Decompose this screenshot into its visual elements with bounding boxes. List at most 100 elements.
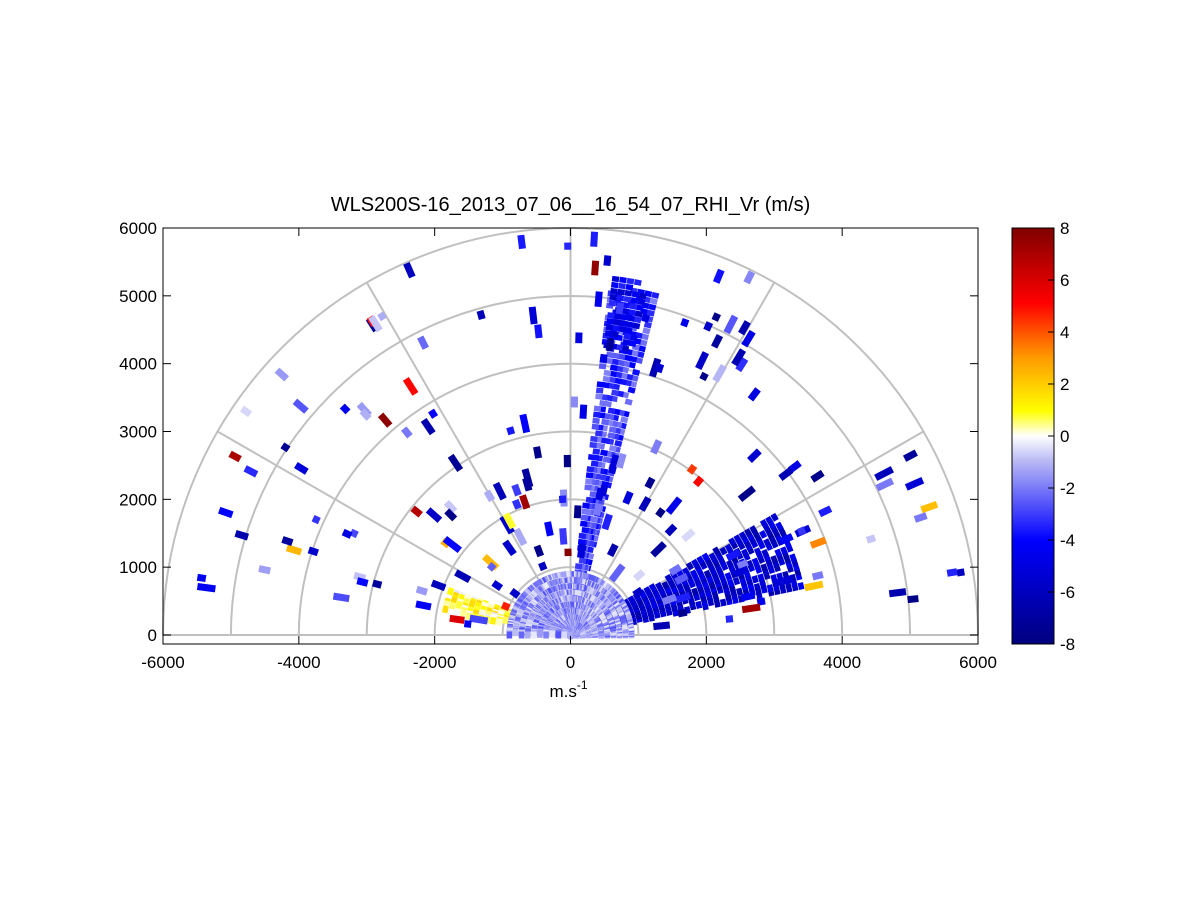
velocity-cell bbox=[509, 587, 521, 599]
velocity-cell bbox=[668, 563, 683, 576]
velocity-cell bbox=[624, 327, 633, 334]
velocity-cell bbox=[417, 335, 429, 350]
velocity-cell bbox=[585, 478, 593, 485]
velocity-cell bbox=[617, 353, 626, 361]
velocity-cell bbox=[778, 533, 794, 545]
velocity-cell bbox=[600, 449, 608, 457]
velocity-cell bbox=[377, 412, 393, 428]
velocity-cell bbox=[218, 506, 234, 519]
velocity-cell bbox=[736, 559, 749, 570]
velocity-cell bbox=[521, 468, 534, 489]
velocity-cell bbox=[655, 581, 664, 591]
velocity-cell bbox=[401, 426, 413, 439]
velocity-cell bbox=[492, 481, 507, 501]
velocity-cell bbox=[425, 507, 443, 523]
velocity-cell bbox=[616, 359, 625, 367]
velocity-cell bbox=[442, 605, 449, 614]
velocity-cell bbox=[446, 587, 455, 596]
velocity-cell bbox=[590, 460, 599, 467]
velocity-cell bbox=[447, 453, 464, 473]
velocity-cell bbox=[454, 569, 472, 584]
velocity-cell bbox=[875, 477, 895, 492]
y-tick-label: 1000 bbox=[119, 558, 157, 577]
velocity-cell bbox=[502, 616, 510, 625]
velocity-cell bbox=[631, 368, 641, 376]
velocity-cell bbox=[623, 354, 632, 362]
velocity-cell bbox=[578, 532, 587, 540]
velocity-cell bbox=[644, 476, 656, 490]
velocity-cell bbox=[638, 496, 652, 512]
velocity-cell bbox=[196, 583, 216, 593]
x-tick-label: -4000 bbox=[277, 653, 320, 672]
velocity-cell bbox=[415, 585, 428, 596]
velocity-cell bbox=[559, 528, 568, 545]
velocity-cell bbox=[598, 363, 607, 370]
velocity-cell bbox=[665, 496, 683, 515]
velocity-cell bbox=[631, 291, 640, 298]
velocity-cell bbox=[585, 472, 594, 479]
velocity-cell bbox=[595, 387, 604, 394]
velocity-cell bbox=[627, 595, 636, 605]
velocity-cell bbox=[654, 363, 665, 374]
velocity-cell bbox=[555, 631, 562, 639]
velocity-cell bbox=[486, 561, 497, 572]
velocity-cell bbox=[518, 631, 525, 639]
velocity-cell bbox=[719, 598, 727, 607]
velocity-cell bbox=[738, 320, 751, 336]
velocity-cell bbox=[628, 309, 637, 316]
velocity-cell bbox=[743, 270, 756, 285]
velocity-cell bbox=[734, 565, 750, 578]
velocity-cell bbox=[711, 333, 724, 349]
velocity-cell bbox=[747, 448, 762, 463]
colorbar-tick-label: -4 bbox=[1060, 531, 1075, 550]
velocity-cell bbox=[403, 261, 416, 279]
velocity-cell bbox=[787, 460, 802, 474]
velocity-cell bbox=[607, 312, 615, 319]
y-axis-ticks: 0 1000 2000 3000 4000 5000 6000 bbox=[119, 219, 978, 645]
velocity-cell bbox=[614, 439, 623, 447]
velocity-cell bbox=[570, 396, 579, 408]
velocity-cell bbox=[615, 452, 627, 469]
velocity-cell bbox=[633, 569, 646, 582]
velocity-cell bbox=[618, 282, 626, 290]
velocity-cell bbox=[234, 530, 250, 541]
velocity-cell bbox=[609, 293, 618, 301]
velocity-cell bbox=[443, 499, 458, 514]
velocity-cell bbox=[649, 297, 658, 305]
velocity-cell bbox=[724, 572, 733, 581]
velocity-cell bbox=[581, 508, 590, 515]
velocity-cell bbox=[506, 631, 513, 639]
velocity-cell bbox=[549, 630, 556, 638]
velocity-cell bbox=[499, 514, 515, 535]
velocity-cell bbox=[651, 291, 660, 299]
velocity-cell bbox=[410, 505, 423, 518]
velocity-cell bbox=[664, 573, 673, 583]
velocity-cell bbox=[368, 314, 383, 333]
velocity-cell bbox=[612, 319, 621, 326]
velocity-cell bbox=[616, 294, 625, 302]
velocity-cell bbox=[639, 339, 648, 347]
velocity-cell bbox=[500, 601, 511, 612]
velocity-cell bbox=[629, 334, 638, 342]
velocity-cell bbox=[615, 302, 625, 315]
velocity-cell bbox=[749, 525, 758, 534]
velocity-cell bbox=[907, 595, 919, 604]
velocity-cell bbox=[780, 546, 788, 555]
velocity-cell bbox=[646, 309, 655, 317]
velocity-cell bbox=[626, 277, 635, 285]
velocity-cell bbox=[537, 630, 543, 638]
velocity-cell bbox=[810, 469, 825, 483]
velocity-cell bbox=[725, 548, 741, 562]
velocity-cell bbox=[502, 512, 517, 530]
velocity-cell bbox=[638, 292, 647, 300]
velocity-cell bbox=[629, 355, 638, 363]
velocity-cell bbox=[575, 332, 583, 344]
velocity-cell bbox=[719, 546, 728, 556]
velocity-cell bbox=[770, 512, 779, 522]
velocity-cell bbox=[605, 337, 615, 352]
velocity-cell bbox=[228, 450, 242, 463]
colorbar-tick-label: 0 bbox=[1060, 427, 1069, 446]
velocity-cell bbox=[637, 298, 646, 306]
velocity-cell bbox=[946, 568, 958, 577]
velocity-cell bbox=[865, 534, 877, 544]
